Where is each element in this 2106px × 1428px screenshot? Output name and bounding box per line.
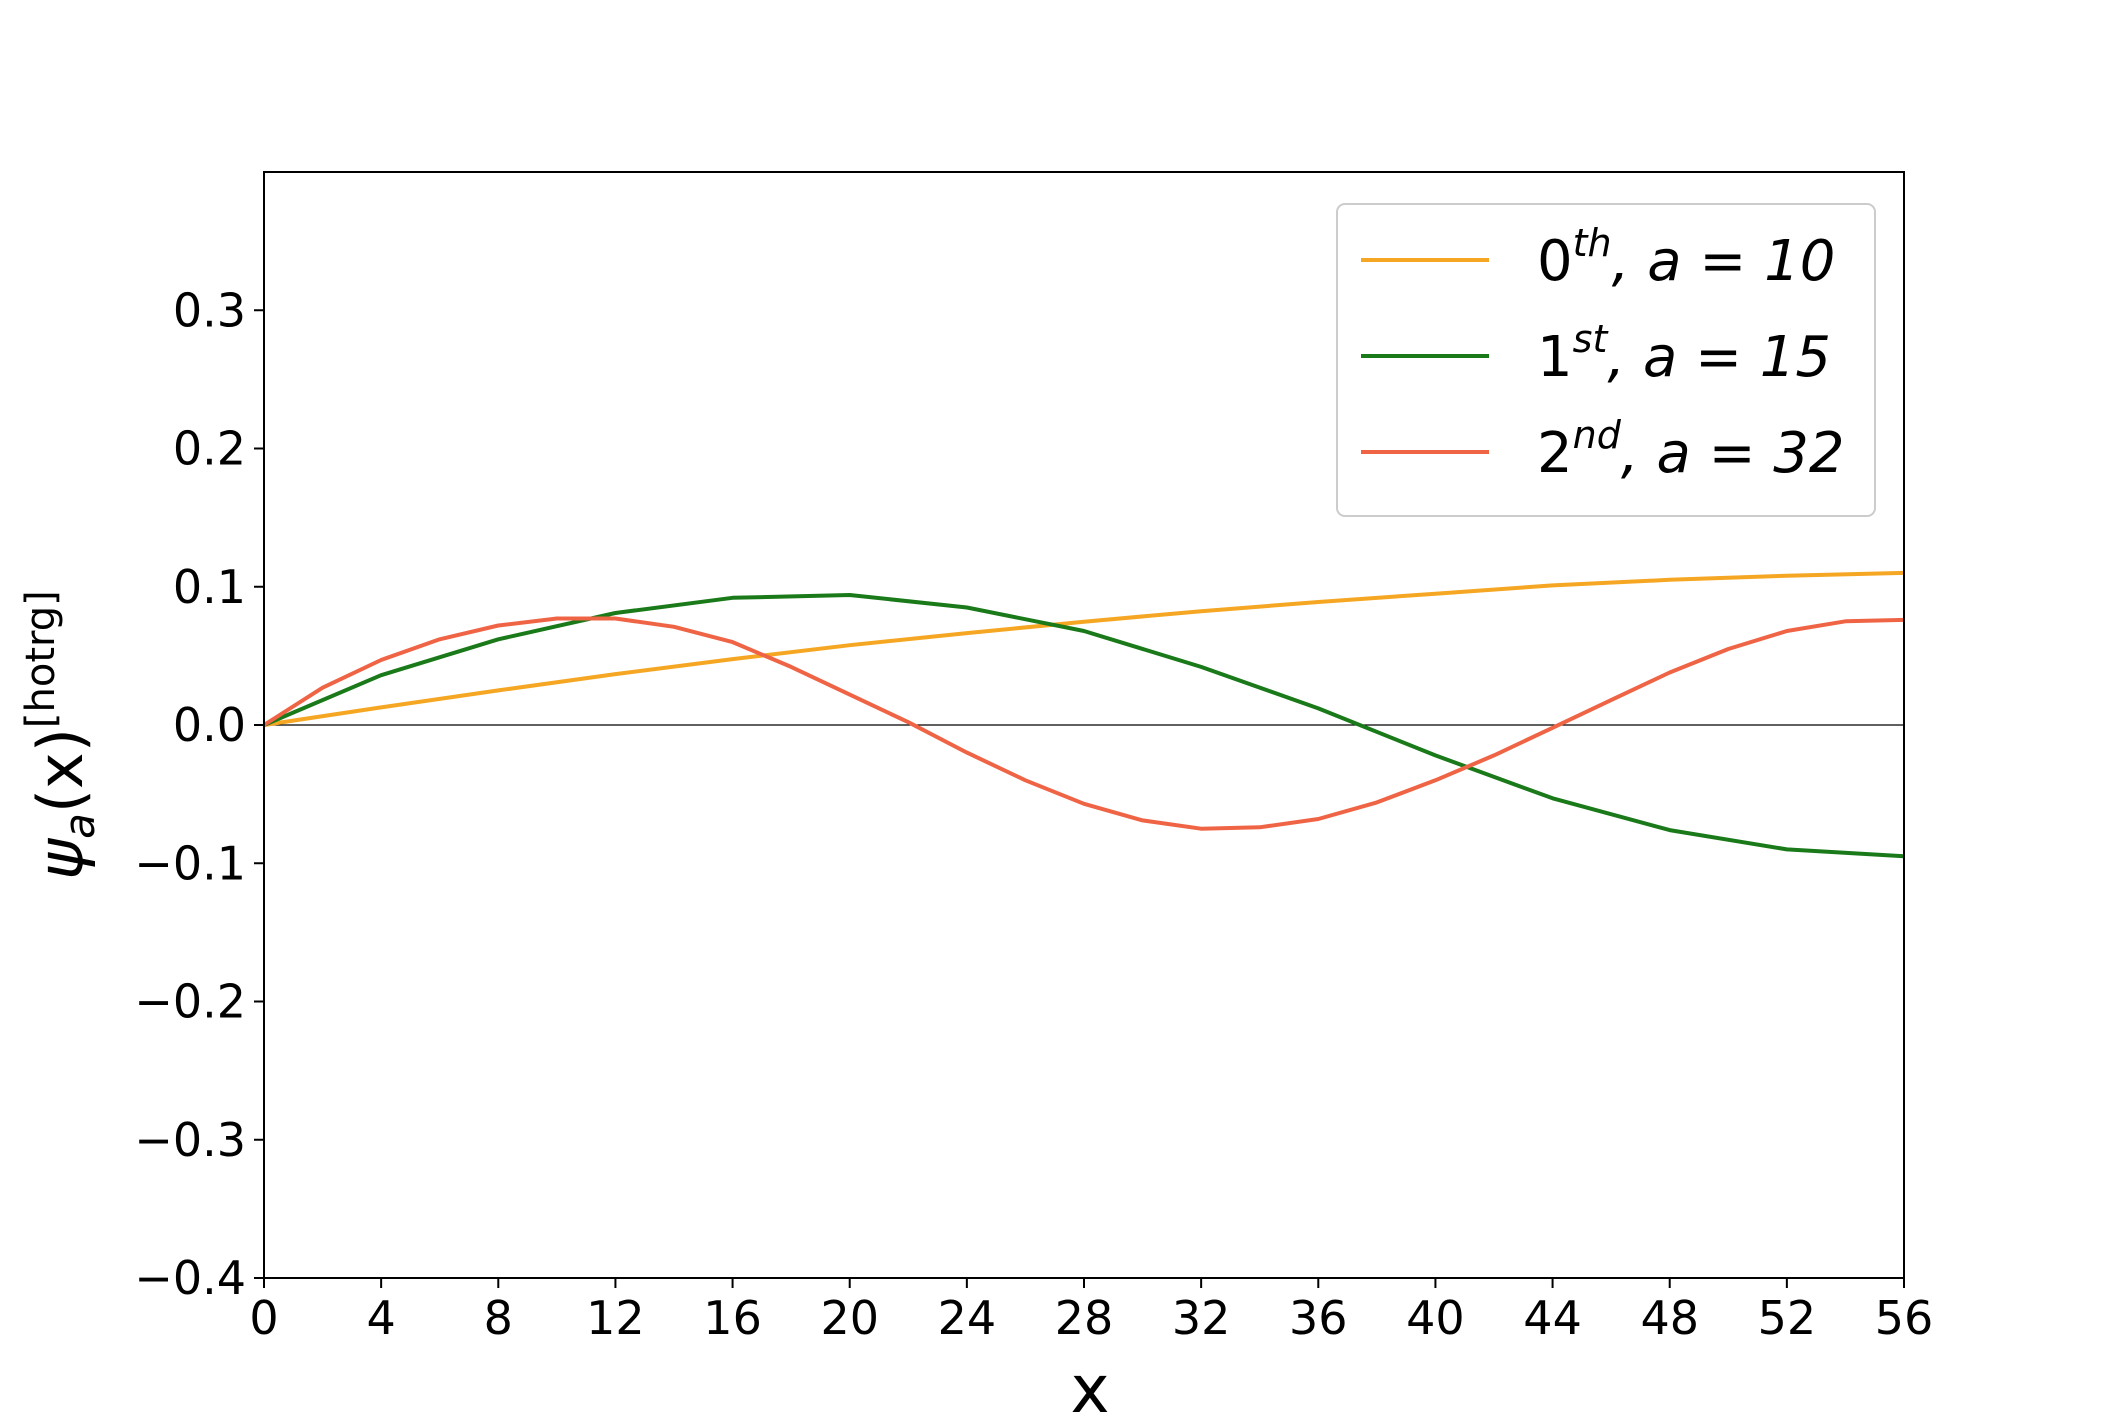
y-tick-label-7: −0.4 xyxy=(134,1251,246,1305)
x-tick-label-11: 44 xyxy=(1523,1291,1582,1345)
x-tick-label-10: 40 xyxy=(1406,1291,1465,1345)
y-tick-label-3: 0.0 xyxy=(173,698,246,752)
y-axis-label-subscript: a xyxy=(55,813,104,839)
y-axis-label-superscript: [hotrg] xyxy=(18,590,64,728)
legend-box xyxy=(1336,203,1876,517)
y-tick-label-4: −0.1 xyxy=(134,836,246,890)
x-tick-label-6: 24 xyxy=(938,1291,997,1345)
x-tick-label-13: 52 xyxy=(1758,1291,1817,1345)
x-tick-label-2: 8 xyxy=(484,1291,513,1345)
x-tick-label-0: 0 xyxy=(249,1291,278,1345)
x-tick-label-5: 20 xyxy=(820,1291,879,1345)
y-tick-label-0: 0.3 xyxy=(173,283,246,337)
x-tick-label-14: 56 xyxy=(1875,1291,1934,1345)
x-tick-label-9: 36 xyxy=(1289,1291,1348,1345)
x-tick-label-1: 4 xyxy=(367,1291,396,1345)
y-tick-label-5: −0.2 xyxy=(134,975,246,1029)
x-tick-label-4: 16 xyxy=(703,1291,762,1345)
series-line-2 xyxy=(262,616,1905,831)
legend-label-1: 1st, a = 15 xyxy=(1537,317,1831,390)
y-axis-label-argument: (x) xyxy=(24,728,97,813)
y-tick-label-1: 0.2 xyxy=(173,422,246,476)
x-tick-label-8: 32 xyxy=(1172,1291,1231,1345)
y-axis-label: ψa(x)[hotrg] xyxy=(18,590,104,880)
y-axis: 0.3 0.2 0.1 0.0 −0.1 −0.2 −0.3 −0.4 xyxy=(134,283,264,1305)
svg-text:ψa(x)[hotrg]: ψa(x)[hotrg] xyxy=(18,590,104,880)
y-tick-label-2: 0.1 xyxy=(173,560,246,614)
legend-label-2: 2nd, a = 32 xyxy=(1537,413,1845,486)
x-tick-label-12: 48 xyxy=(1640,1291,1699,1345)
series-line-0 xyxy=(263,570,1905,727)
y-tick-label-6: −0.3 xyxy=(134,1113,246,1167)
x-axis: 0 4 8 12 16 20 24 28 32 36 40 44 48 52 56 xyxy=(249,1278,1933,1345)
y-axis-label-symbol: ψ xyxy=(24,838,97,880)
x-tick-label-3: 12 xyxy=(586,1291,645,1345)
legend: 0th, a = 10 1st, a = 15 2nd, a = 32 xyxy=(1336,203,1876,517)
legend-label-0: 0th, a = 10 xyxy=(1537,221,1835,294)
series-line-1 xyxy=(263,593,1905,859)
x-axis-label: x xyxy=(1070,1351,1109,1428)
x-tick-label-7: 28 xyxy=(1055,1291,1114,1345)
